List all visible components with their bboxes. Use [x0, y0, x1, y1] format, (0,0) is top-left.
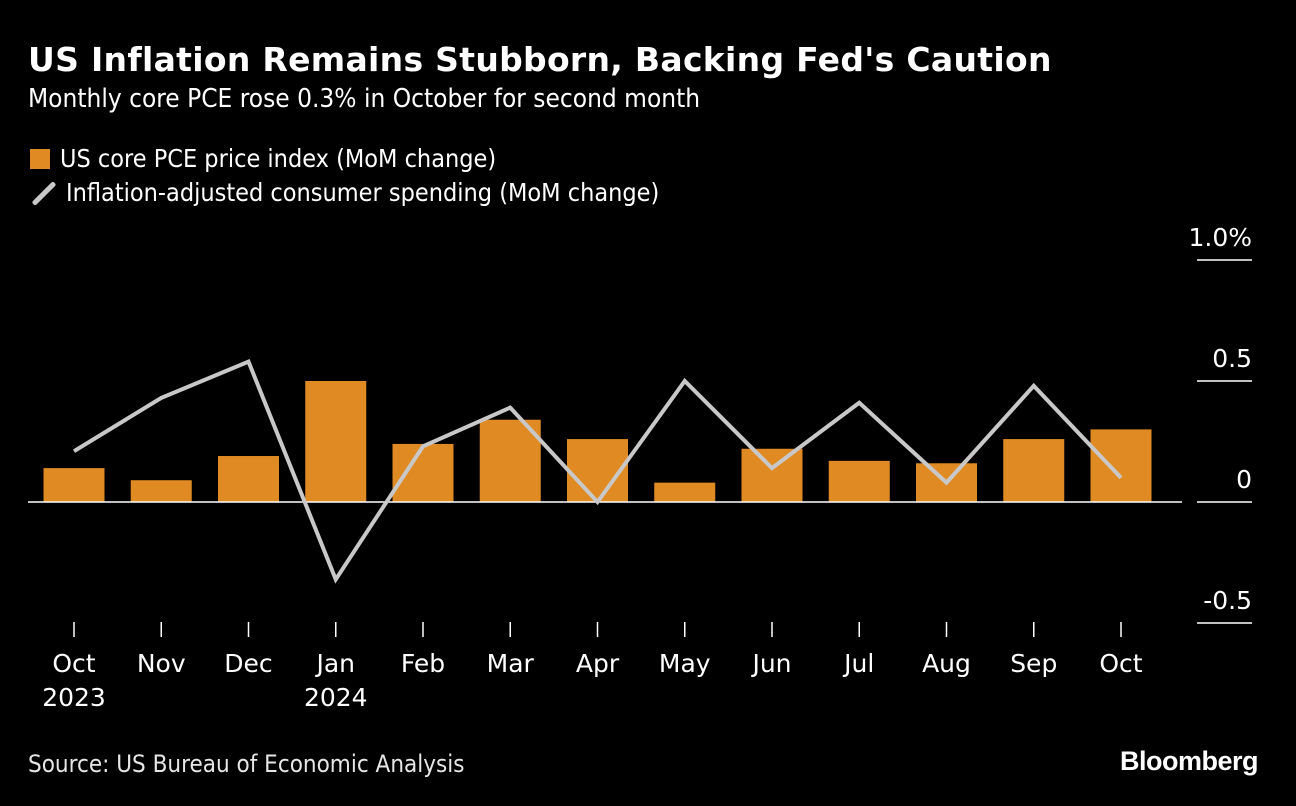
y-tick-label: 0 — [1236, 465, 1252, 494]
x-tick-label: Jun — [750, 649, 791, 678]
x-tick-label: Nov — [137, 649, 186, 678]
bar-swatch-icon — [30, 148, 50, 169]
chart-title: US Inflation Remains Stubborn, Backing F… — [28, 40, 1052, 79]
bar-core-pce — [741, 448, 803, 502]
x-tick-label: May — [659, 649, 711, 678]
legend-item-spending: Inflation-adjusted consumer spending (Mo… — [30, 178, 659, 207]
x-tick-label: Feb — [401, 649, 445, 678]
x-tick-label: Apr — [576, 649, 620, 678]
x-tick-label: Jan — [314, 649, 355, 678]
x-tick-label: Dec — [224, 649, 272, 678]
x-tick-label: Mar — [487, 649, 535, 678]
legend-item-core-pce: US core PCE price index (MoM change) — [30, 144, 496, 173]
x-tick-label: Oct — [52, 649, 95, 678]
y-tick-label: 0.5 — [1212, 344, 1252, 373]
bar-core-pce — [130, 480, 192, 502]
bar-core-pce — [479, 419, 541, 502]
x-tick-label: Jul — [842, 649, 874, 678]
x-tick-label: Aug — [922, 649, 971, 678]
x-tick-label: Oct — [1099, 649, 1142, 678]
bar-core-pce — [392, 443, 454, 502]
bar-core-pce — [305, 381, 367, 502]
bar-core-pce — [43, 468, 105, 502]
chart-subtitle: Monthly core PCE rose 0.3% in October fo… — [28, 84, 701, 114]
bloomberg-logo: Bloomberg — [1119, 746, 1259, 776]
x-year-label: 2023 — [42, 683, 106, 712]
y-tick-label: 1.0% — [1188, 223, 1252, 252]
source-note: Source: US Bureau of Economic Analysis — [28, 750, 465, 778]
legend-label: Inflation-adjusted consumer spending (Mo… — [66, 178, 660, 207]
legend-label: US core PCE price index (MoM change) — [60, 144, 497, 173]
bar-core-pce — [1003, 439, 1065, 502]
x-year-label: 2024 — [304, 683, 368, 712]
x-tick-label: Sep — [1010, 649, 1057, 678]
bar-core-pce — [654, 482, 716, 502]
bar-core-pce — [218, 456, 279, 502]
bar-core-pce — [1090, 429, 1152, 502]
y-tick-label: -0.5 — [1203, 586, 1252, 615]
bar-core-pce — [828, 460, 890, 502]
line-consumer-spending — [72, 359, 1123, 584]
